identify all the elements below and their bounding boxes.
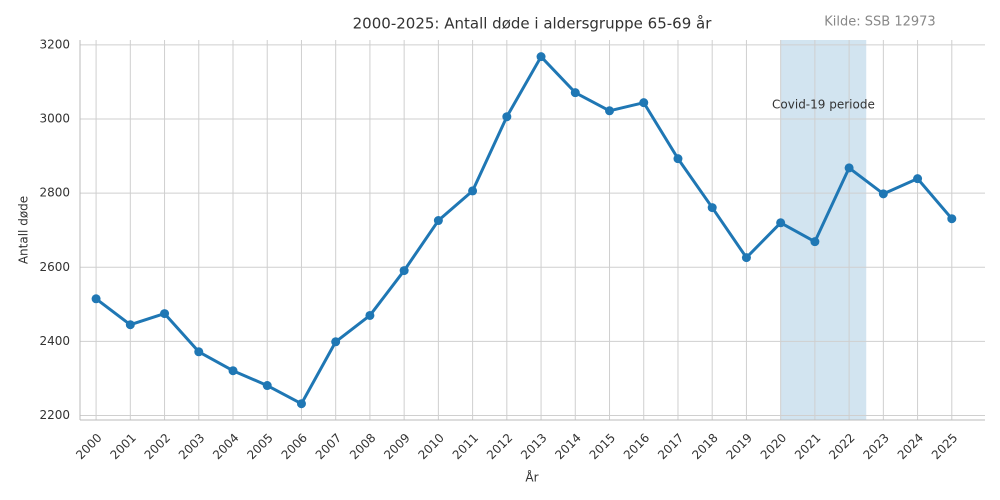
point: [673, 154, 683, 164]
annotation: Covid-19 periode: [772, 98, 875, 112]
y-axis-label: Antall døde: [17, 196, 31, 264]
x-tick-label: 2023: [860, 431, 891, 462]
y-tick-label: 2200: [39, 408, 70, 422]
point: [810, 237, 820, 247]
x-tick-label: 2010: [415, 431, 446, 462]
x-tick-label: 2020: [758, 431, 789, 462]
x-tick-label: 2014: [552, 431, 583, 462]
y-tick-label: 2800: [39, 186, 70, 200]
line: [95, 55, 953, 406]
point: [399, 266, 409, 276]
point: [844, 163, 854, 173]
x-tick-label: 2016: [621, 431, 652, 462]
x-axis-label: År: [525, 470, 538, 485]
x-tick-label: 2024: [895, 431, 926, 462]
x-tick-label: 2007: [313, 431, 344, 462]
x-tick-label: 2025: [929, 431, 960, 462]
point: [502, 112, 512, 122]
point: [913, 174, 923, 184]
point: [741, 253, 751, 263]
x-tick-label: 2021: [792, 431, 823, 462]
point: [194, 347, 204, 357]
y-tick-label: 2400: [39, 334, 70, 348]
point: [536, 52, 546, 62]
point: [639, 98, 649, 108]
x-tick-label: 2000: [73, 431, 104, 462]
point: [262, 381, 272, 391]
x-tick-label: 2019: [724, 431, 755, 462]
x-tick-label: 2002: [142, 431, 173, 462]
chart-title: 2000-2025: Antall døde i aldersgruppe 65…: [353, 15, 713, 33]
x-tick-label: 2008: [347, 431, 378, 462]
y-tick-label: 2600: [39, 260, 70, 274]
point: [296, 399, 306, 409]
point: [160, 309, 170, 319]
x-tick-label: 2005: [244, 431, 275, 462]
point: [228, 366, 238, 376]
x-tick-label: 2022: [826, 431, 857, 462]
point: [125, 320, 135, 330]
point: [947, 214, 957, 224]
x-tick-label: 2003: [176, 431, 207, 462]
point: [468, 186, 478, 196]
x-tick-label: 2006: [279, 431, 310, 462]
point: [331, 337, 341, 347]
x-tick-label: 2018: [689, 431, 720, 462]
y-tick-label: 3000: [39, 111, 70, 125]
x-tick-label: 2012: [484, 431, 515, 462]
y-tick-label: 3200: [39, 37, 70, 51]
x-tick-label: 2004: [210, 431, 241, 462]
x-tick-label: 2009: [381, 431, 412, 462]
point: [91, 294, 101, 304]
point: [605, 106, 615, 116]
point: [570, 88, 580, 98]
point: [433, 216, 443, 226]
x-tick-label: 2013: [518, 431, 549, 462]
x-tick-label: 2015: [587, 431, 618, 462]
point: [776, 218, 786, 228]
point: [365, 310, 375, 320]
point: [878, 189, 888, 199]
x-tick-label: 2011: [450, 431, 481, 462]
x-tick-label: 2017: [655, 431, 686, 462]
x-tick-label: 2001: [107, 431, 138, 462]
point: [707, 203, 717, 213]
source: Kilde: SSB 12973: [824, 15, 935, 30]
